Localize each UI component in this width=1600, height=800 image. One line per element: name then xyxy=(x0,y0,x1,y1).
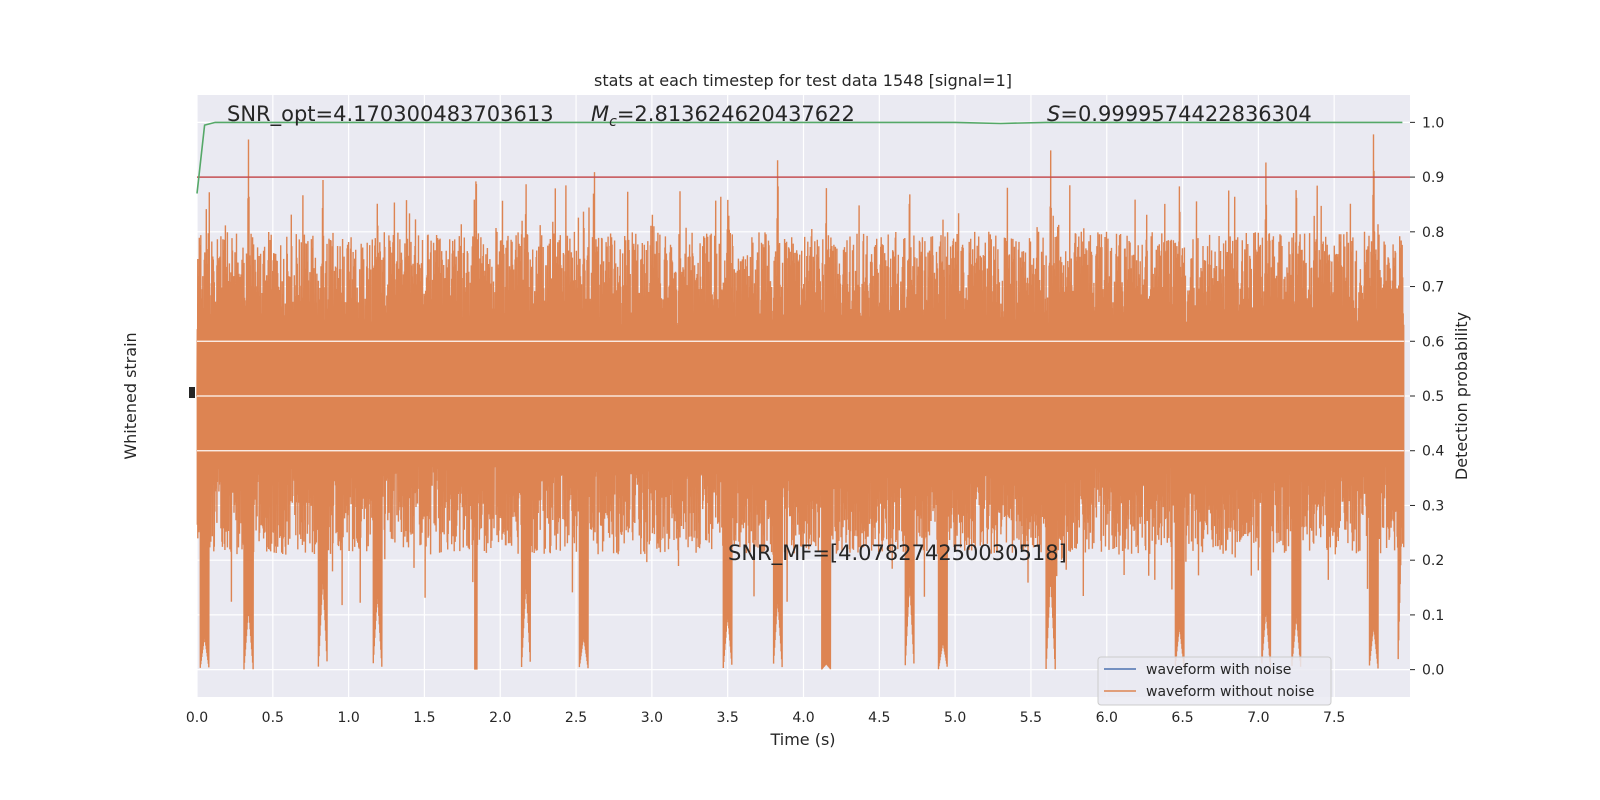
y-right-tick-label: 0.0 xyxy=(1422,663,1444,679)
y-right-tick-label: 0.2 xyxy=(1422,553,1444,569)
tick-labels: 0.0 0.5 1.0 1.5 2.0 2.5 3.0 3.5 4.0 4.5 5.0 5.5 6.0 6… xyxy=(186,115,1444,726)
y-right-tick-label: 0.7 xyxy=(1422,280,1444,296)
x-tick-label: 6.0 xyxy=(1096,710,1118,726)
x-tick-label: 1.5 xyxy=(413,710,435,726)
x-tick-label: 3.5 xyxy=(717,710,739,726)
x-tick-label: 2.0 xyxy=(489,710,511,726)
x-tick-label: 4.5 xyxy=(868,710,890,726)
legend-box xyxy=(1097,656,1332,706)
x-tick-label: 6.5 xyxy=(1171,710,1193,726)
chirp-mass-annotation: Mc=2.813624620437622 xyxy=(591,102,855,130)
y-right-tick-label: 0.8 xyxy=(1422,225,1444,241)
x-tick-label: 7.0 xyxy=(1247,710,1269,726)
s-annotation: S=0.9999574422836304 xyxy=(1047,102,1312,126)
x-tick-label: 0.5 xyxy=(262,710,284,726)
chirp-mass-symbol: M xyxy=(591,102,609,126)
x-tick-label: 1.0 xyxy=(337,710,359,726)
chart-title: stats at each timestep for test data 154… xyxy=(594,71,1012,90)
left-axis-tick-cluster xyxy=(189,387,195,398)
x-tick-label: 5.0 xyxy=(944,710,966,726)
y-right-tick-label: 0.6 xyxy=(1422,334,1444,350)
x-tick-label: 5.5 xyxy=(1020,710,1042,726)
waveform-without-noise-line xyxy=(196,134,1405,670)
x-tick-label: 7.5 xyxy=(1323,710,1345,726)
detection-overlay xyxy=(196,121,1410,194)
chirp-mass-subscript: c xyxy=(609,114,617,130)
detection-probability-line xyxy=(196,121,1403,194)
s-value: =0.9999574422836304 xyxy=(1060,102,1311,126)
x-tick-label: 0.0 xyxy=(186,710,208,726)
snr-opt-annotation: SNR_opt=4.170300483703613 xyxy=(227,102,554,127)
left-y-axis-label: Whitened strain xyxy=(121,332,140,459)
x-tick-label: 4.0 xyxy=(792,710,814,726)
y-right-tick-label: 0.9 xyxy=(1422,170,1444,186)
waveform-without-noise-series xyxy=(196,134,1405,670)
snr-mf-annotation: SNR_MF=[4.078274250030518] xyxy=(728,541,1067,566)
s-symbol: S xyxy=(1047,102,1060,126)
y-right-tick-label: 0.5 xyxy=(1422,389,1444,405)
right-y-axis-label: Detection probability xyxy=(1452,312,1471,480)
legend-label-with-noise: waveform with noise xyxy=(1146,662,1291,678)
x-tick-label: 3.0 xyxy=(641,710,663,726)
x-axis-label: Time (s) xyxy=(769,730,835,749)
chirp-mass-value: =2.813624620437622 xyxy=(617,102,855,126)
legend-label-without-noise: waveform without noise xyxy=(1146,684,1314,700)
x-tick-label: 2.5 xyxy=(565,710,587,726)
y-right-tick-label: 0.1 xyxy=(1422,608,1444,624)
y-right-tick-label: 0.3 xyxy=(1422,498,1444,514)
legend: waveform with noise waveform without noi… xyxy=(1097,656,1332,706)
y-right-tick-label: 1.0 xyxy=(1422,115,1444,131)
y-right-tick-label: 0.4 xyxy=(1422,444,1444,460)
